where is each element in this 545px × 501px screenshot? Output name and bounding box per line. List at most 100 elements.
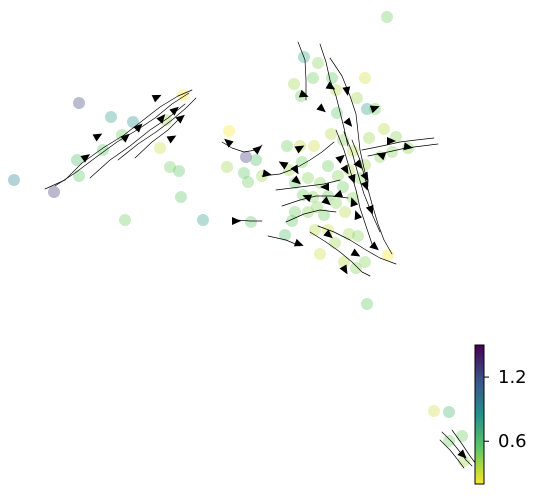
velocity-arrowhead xyxy=(302,194,313,203)
velocity-arrowhead xyxy=(376,152,387,161)
scatter-point xyxy=(381,11,393,23)
streamline xyxy=(319,43,349,147)
scatter-point xyxy=(347,192,359,204)
streamline xyxy=(441,431,473,467)
velocity-arrowhead xyxy=(323,229,333,239)
scatter-point xyxy=(386,146,398,158)
scatter-point xyxy=(326,72,338,84)
scatter-point xyxy=(281,140,293,152)
velocity-arrowhead xyxy=(360,180,369,191)
streamline xyxy=(351,139,393,255)
scatter-point xyxy=(288,78,300,90)
scatter-point xyxy=(8,174,20,186)
scatter-point xyxy=(48,186,60,198)
scatter-point xyxy=(279,229,291,241)
scatter-point xyxy=(312,57,324,69)
scatter-point xyxy=(154,142,166,154)
scatter-point xyxy=(343,228,355,240)
streamline xyxy=(134,117,181,159)
colorbar: 0.6 1.2 xyxy=(474,344,527,485)
scatter-point xyxy=(314,248,326,260)
streamline xyxy=(89,103,186,179)
scatter-point xyxy=(322,160,334,172)
velocity-arrowhead xyxy=(365,204,374,215)
velocity-arrowhead xyxy=(294,145,305,154)
streamline xyxy=(317,225,397,265)
scatter-point xyxy=(318,209,330,221)
velocity-arrowhead xyxy=(175,114,185,124)
scatter-point xyxy=(308,140,320,152)
scatter-point xyxy=(361,103,373,115)
streamline xyxy=(235,219,263,222)
streamline xyxy=(335,129,373,245)
scatter-point xyxy=(250,154,262,166)
streamline xyxy=(343,131,381,233)
streamline xyxy=(44,89,193,190)
velocity-arrowhead xyxy=(151,94,162,103)
velocity-arrowhead xyxy=(335,154,345,164)
velocity-arrowhead xyxy=(325,81,336,90)
streamline xyxy=(275,179,341,191)
velocity-arrowhead xyxy=(232,217,241,225)
velocity-arrowhead xyxy=(316,103,326,113)
scatter-point xyxy=(289,206,301,218)
velocity-arrowhead xyxy=(290,164,299,175)
scatter-point xyxy=(302,206,314,218)
velocity-arrowhead xyxy=(321,196,331,206)
velocity-arrowhead xyxy=(120,133,130,143)
velocity-arrowhead xyxy=(353,159,363,169)
streamline xyxy=(329,57,369,187)
scatter-point xyxy=(359,72,371,84)
scatter-point xyxy=(428,405,440,417)
scatter-point xyxy=(338,256,350,268)
scatter-point xyxy=(309,224,321,236)
streamline xyxy=(309,231,371,277)
velocity-arrowhead xyxy=(133,123,143,133)
scatter-point xyxy=(363,132,375,144)
scatter-point xyxy=(245,216,257,228)
scatter-point xyxy=(177,89,189,101)
scatter-points xyxy=(8,11,470,467)
scatter-point xyxy=(359,256,371,268)
scatter-point xyxy=(175,191,187,203)
scatter-point xyxy=(330,197,342,209)
velocity-arrowhead xyxy=(343,117,353,127)
scatter-point xyxy=(351,92,363,104)
velocity-arrowhead xyxy=(339,264,348,275)
streamline xyxy=(117,97,197,161)
scatter-point xyxy=(331,107,343,119)
velocity-arrowhead xyxy=(347,173,356,184)
scatter-point xyxy=(456,430,468,442)
scatter-point xyxy=(71,154,83,166)
velocity-arrowhead xyxy=(354,210,363,221)
velocity-arrowhead xyxy=(293,238,304,247)
velocity-streamlines xyxy=(44,41,477,469)
streamline xyxy=(261,141,335,177)
scatter-point xyxy=(361,298,373,310)
velocity-arrowhead xyxy=(350,197,359,208)
velocity-arrowhead xyxy=(320,183,329,191)
streamline xyxy=(297,41,307,101)
scatter-point xyxy=(337,181,349,193)
velocity-arrowhead xyxy=(156,114,166,124)
velocity-arrowhead xyxy=(166,135,177,144)
scatter-point xyxy=(197,214,209,226)
velocity-arrows xyxy=(80,81,467,459)
velocity-arrowhead xyxy=(278,161,289,170)
streamline xyxy=(451,429,477,465)
colorbar-ticks: 0.6 1.2 xyxy=(484,367,527,452)
velocity-arrowhead xyxy=(298,89,309,98)
colorbar-tick-label: 1.2 xyxy=(498,367,527,388)
scatter-point xyxy=(296,156,308,168)
scatter-point xyxy=(240,151,252,163)
velocity-arrowhead xyxy=(80,154,91,163)
velocity-arrowhead xyxy=(333,189,344,198)
scatter-point xyxy=(164,161,176,173)
scatter-point xyxy=(443,435,455,447)
scatter-point xyxy=(302,172,314,184)
scatter-point xyxy=(339,206,351,218)
scatter-point xyxy=(223,125,235,137)
scatter-point xyxy=(443,406,455,418)
streamline xyxy=(439,439,465,469)
